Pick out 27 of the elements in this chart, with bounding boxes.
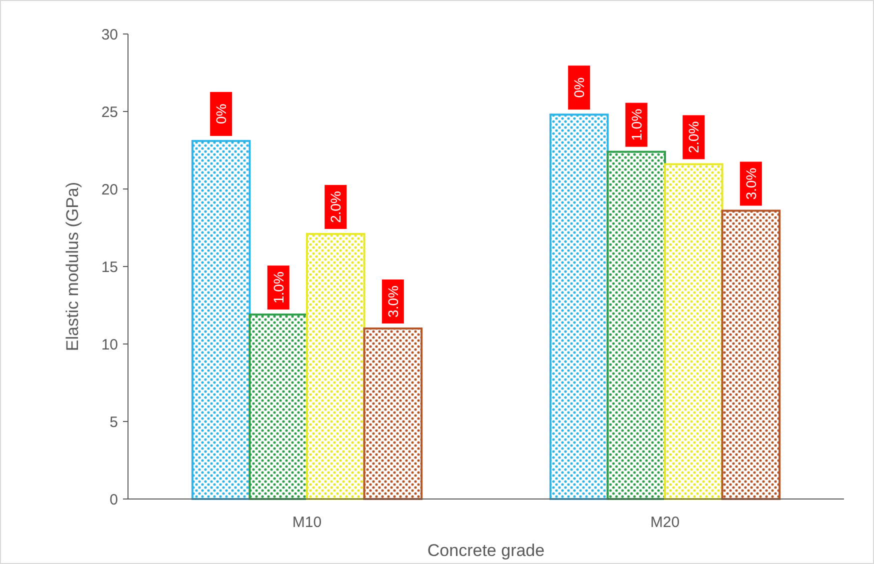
text: 2.0%	[686, 121, 702, 154]
bar	[549, 114, 609, 500]
y-tick-label: 30	[101, 26, 118, 44]
text: 3.0%	[384, 286, 401, 318]
text: 0%	[213, 104, 230, 124]
x-tick-label: M10	[292, 514, 322, 531]
bar	[248, 314, 308, 500]
y-tick-label: 20	[101, 181, 118, 198]
y-tick-label: 5	[110, 414, 118, 431]
y-tick-label: 15	[101, 258, 118, 276]
y-axis-title: Elastic modulus (GPa)	[63, 182, 82, 352]
x-tick-label: M20	[650, 514, 680, 531]
y-tick-label: 0	[110, 491, 118, 508]
text: 0%	[571, 77, 588, 98]
y-tick-label: 10	[101, 336, 118, 354]
text: 2.0%	[328, 190, 344, 223]
text: 3.0%	[742, 168, 759, 200]
x-axis-title: Concrete grade	[427, 541, 545, 560]
bar	[606, 150, 666, 500]
bar	[191, 140, 251, 500]
bar	[664, 163, 724, 500]
text: 1.0%	[270, 272, 286, 304]
bar	[306, 232, 366, 500]
text: 1.0%	[628, 108, 644, 141]
bar	[363, 328, 423, 500]
bar	[721, 210, 781, 500]
y-tick-label: 25	[101, 104, 118, 121]
